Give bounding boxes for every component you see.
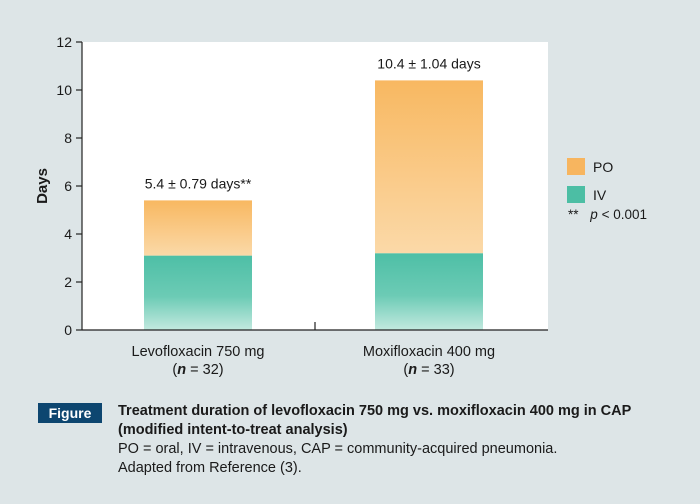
bar-iv-segment: [144, 255, 252, 330]
x-category-label: Moxifloxacin 400 mg: [363, 344, 495, 360]
chart: 0 2 4 6 8 10 12 Days Levofloxacin 750 mg (n = 3…: [34, 34, 647, 378]
figure-badge: Figure: [38, 403, 102, 423]
bar-po-segment: [144, 200, 252, 256]
caption-source: Adapted from Reference (3).: [118, 460, 302, 476]
y-tick-label: 0: [64, 322, 72, 338]
caption-title: Treatment duration of levofloxacin 750 m…: [118, 403, 632, 438]
legend-label-po: PO: [593, 159, 613, 175]
footnote: ** p < 0.001: [568, 207, 647, 222]
caption-abbreviations: PO = oral, IV = intravenous, CAP = commu…: [118, 441, 558, 457]
footnote-p: p: [589, 207, 598, 222]
figure-caption: Figure Treatment duration of levofloxaci…: [38, 402, 678, 478]
bar-iv-segment: [375, 253, 483, 330]
y-axis-label: Days: [34, 168, 51, 204]
x-category-label: Levofloxacin 750 mg: [132, 344, 265, 360]
bar-data-label: 10.4 ± 1.04 days: [377, 55, 480, 71]
footnote-text: < 0.001: [602, 207, 647, 222]
y-tick-label: 12: [56, 34, 72, 50]
bar-data-label: 5.4 ± 0.79 days**: [145, 175, 252, 191]
legend-swatch-po: [567, 158, 585, 175]
legend-swatch-iv: [567, 186, 585, 203]
x-category-n: (n = 33): [403, 362, 454, 378]
y-tick-label: 6: [64, 178, 72, 194]
bar-po-segment: [375, 80, 483, 254]
legend-label-iv: IV: [593, 187, 607, 203]
y-tick-label: 10: [56, 82, 72, 98]
x-category-n: (n = 32): [172, 362, 223, 378]
y-tick-label: 2: [64, 274, 72, 290]
y-tick-label: 8: [64, 130, 72, 146]
y-tick-label: 4: [64, 226, 72, 242]
footnote-symbol: **: [568, 207, 579, 222]
